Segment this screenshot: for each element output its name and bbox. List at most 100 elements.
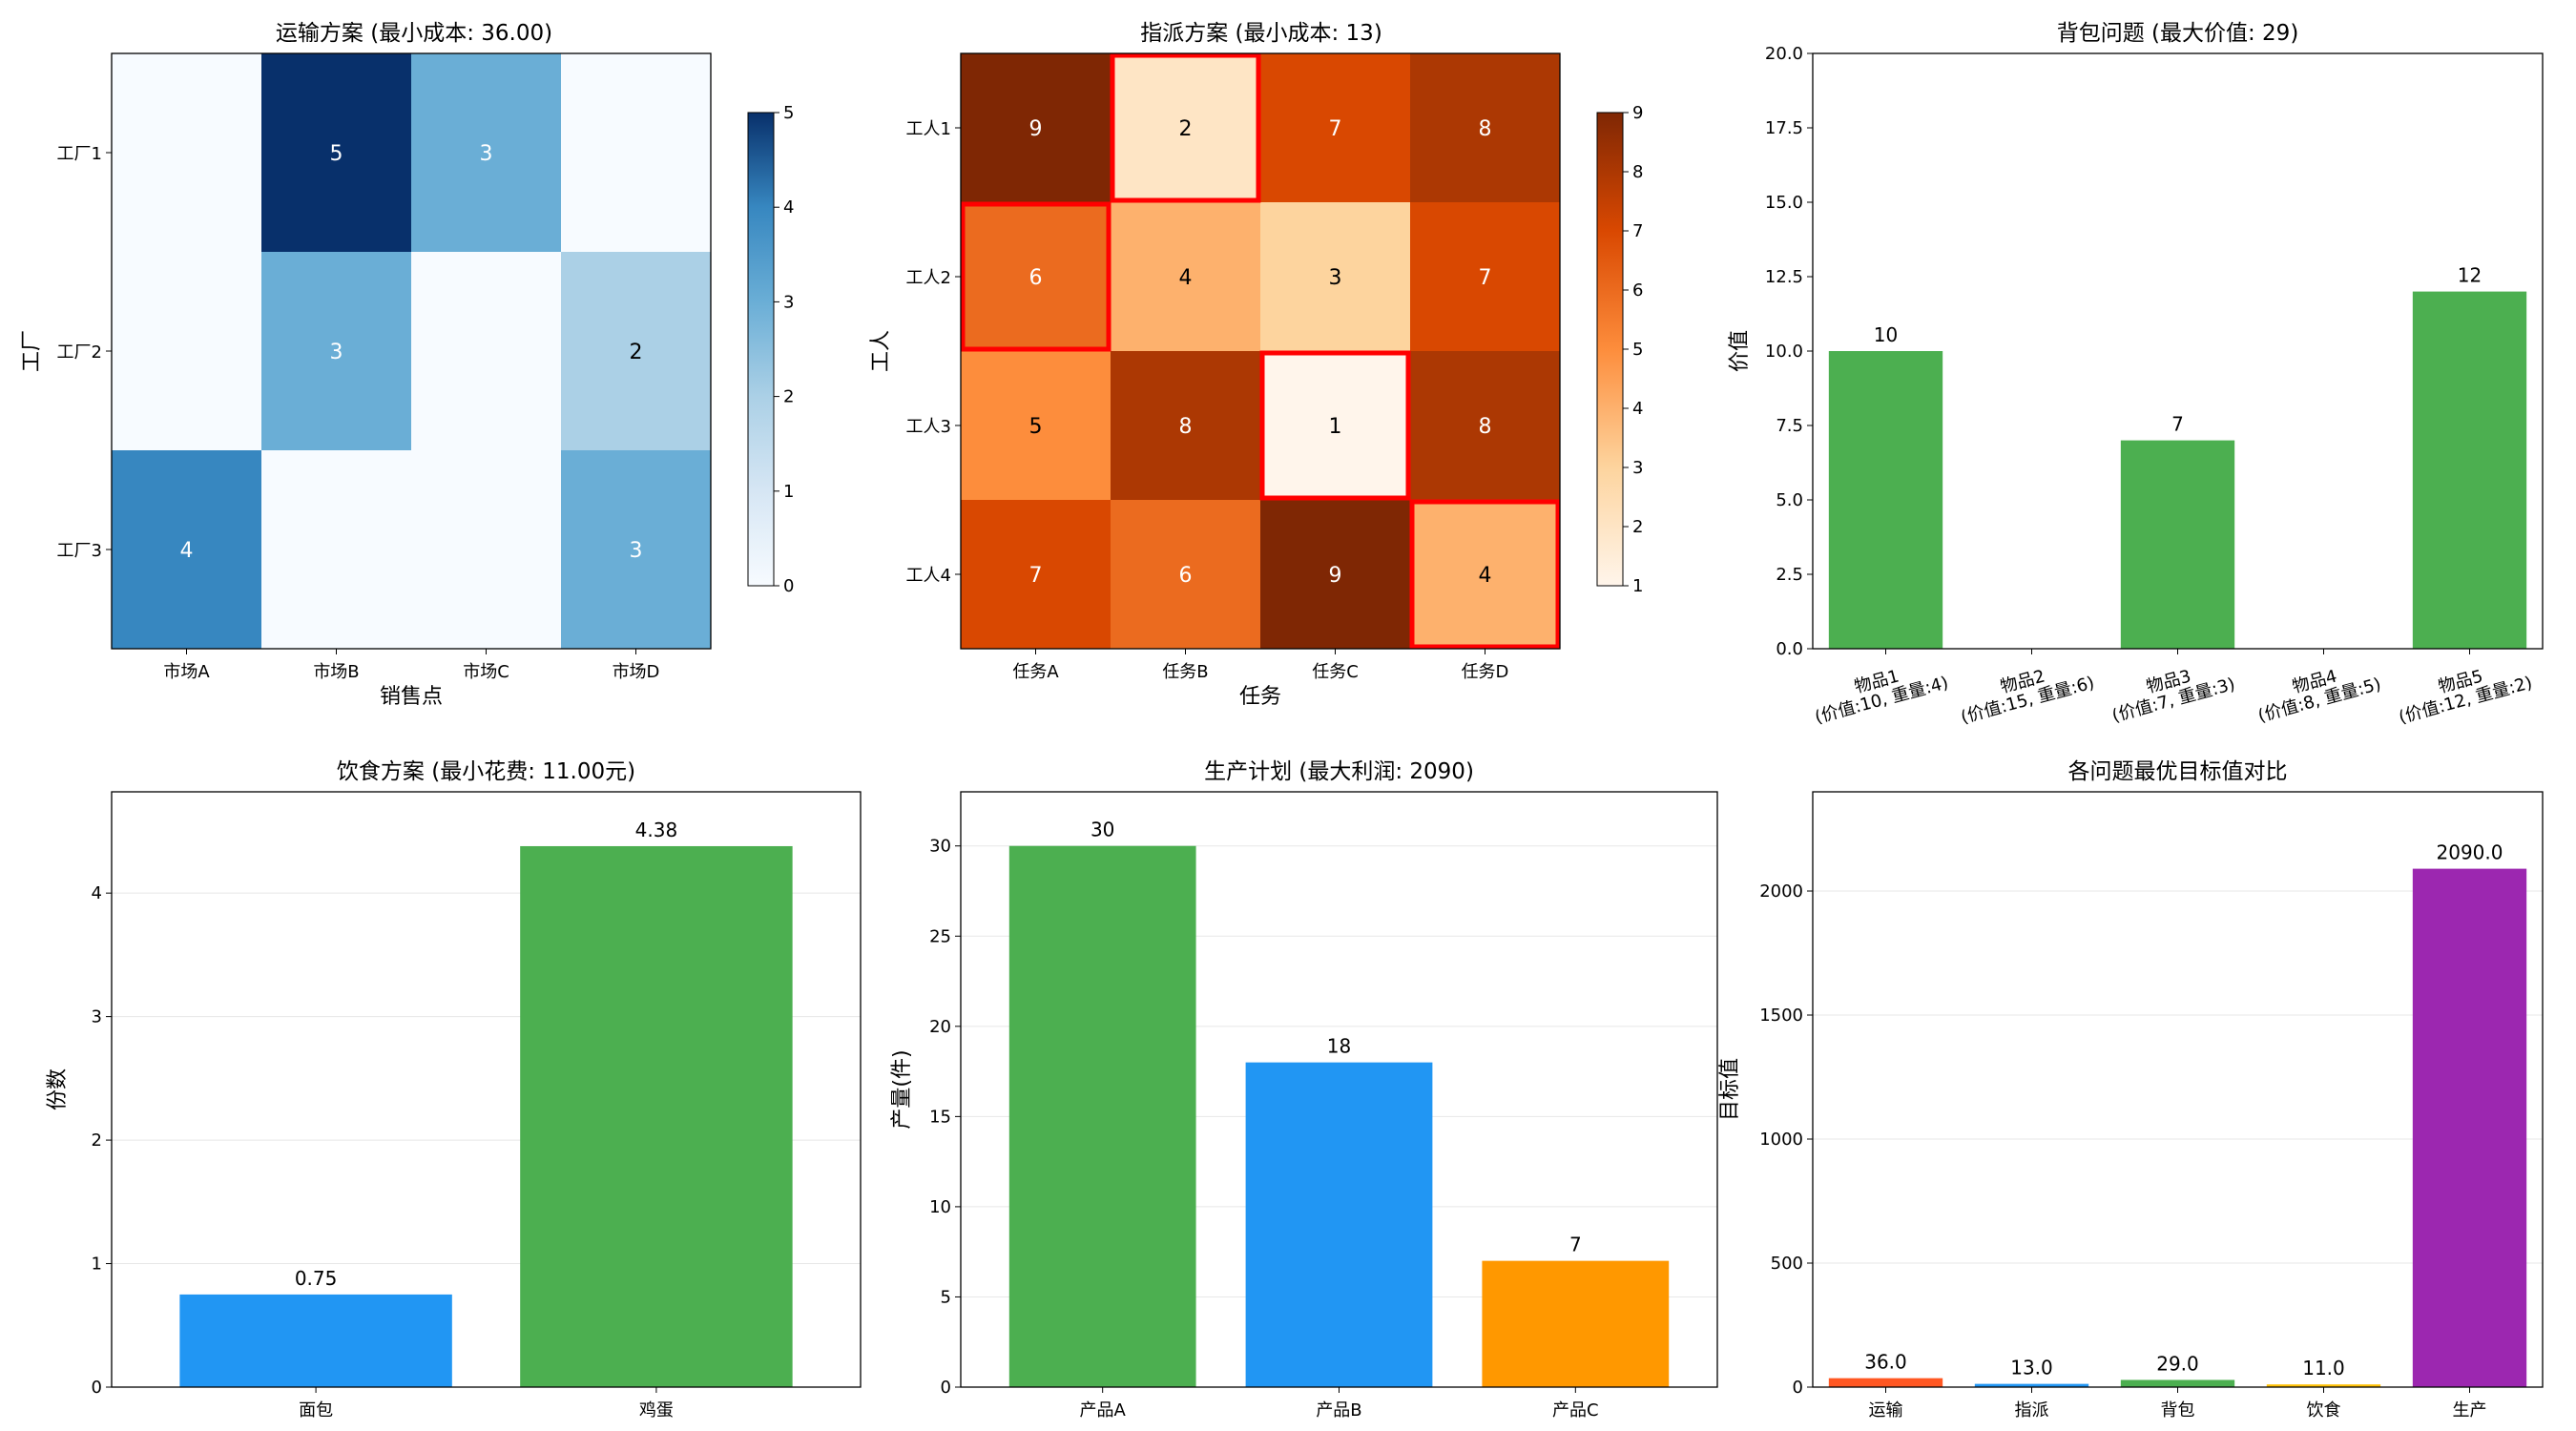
y-tick-label: 3 — [92, 1007, 102, 1027]
colorbar-tick-label: 8 — [1632, 162, 1643, 182]
cell-value-label: 5 — [330, 142, 343, 166]
cell-value-label: 4 — [180, 539, 194, 563]
cell-value-label: 2 — [630, 341, 643, 364]
bar — [1828, 1378, 1943, 1387]
heatmap-cell — [411, 450, 562, 650]
bar — [1828, 351, 1943, 649]
x-tick-label: 任务D — [1462, 662, 1509, 682]
assignment-colorbar — [1596, 112, 1624, 587]
colorbar-tick-label: 7 — [1632, 221, 1643, 241]
x-tick-label: 市场B — [313, 662, 359, 682]
y-axis-label: 目标值 — [1718, 1058, 1742, 1121]
bar — [2120, 1379, 2235, 1387]
bar-value-label: 4.38 — [635, 819, 678, 841]
heatmap-cell — [112, 450, 262, 650]
colorbar-tick-label: 9 — [1632, 103, 1643, 123]
assignment-ylabel: 工人 — [869, 330, 893, 372]
assignment-x-ticks: 任务A 任务B 任务C 任务D — [1012, 649, 1508, 682]
bar — [1008, 845, 1196, 1387]
x-tick-label: 背包 — [2161, 1400, 2195, 1421]
transport-xlabel: 销售点 — [380, 685, 443, 709]
transport-panel: 运输方案 (最小成本: 36.00) 5 3 3 2 4 3 市场A 市场B 市场C 市场D 工… — [20, 21, 794, 709]
x-tick-label: 面包 — [299, 1400, 333, 1421]
y-tick-label: 5 — [941, 1287, 951, 1307]
cell-value-label: 8 — [1479, 117, 1492, 141]
heatmap-cell — [561, 53, 712, 253]
heatmap-cell — [1111, 351, 1261, 501]
objective-comparison-panel: 各问题最优目标值对比 36.0 13.0 29.0 11.0 2090.0 0 500 1000… — [1718, 759, 2544, 1421]
heatmap-cell — [1111, 202, 1261, 352]
heatmap-cell — [961, 53, 1111, 203]
colorbar-tick-label: 3 — [1632, 458, 1643, 478]
heatmap-cell — [112, 252, 262, 451]
bar-value-label: 7 — [2171, 413, 2184, 436]
x-tick-label: 任务A — [1012, 662, 1059, 682]
cell-value-label: 5 — [1029, 415, 1043, 439]
bar-value-label: 2090.0 — [2437, 841, 2503, 864]
bar — [2120, 440, 2235, 649]
transport-cells: 5 3 3 2 4 3 — [112, 53, 712, 650]
colorbar-tick-label: 2 — [783, 387, 794, 407]
assignment-title: 指派方案 (最小成本: 13) — [1140, 21, 1382, 46]
transport-colorbar — [747, 112, 775, 587]
colorbar-tick-label: 1 — [1632, 576, 1643, 596]
x-tick-label: 产品A — [1080, 1400, 1127, 1421]
y-tick-label: 工人1 — [906, 119, 951, 139]
heatmap-cell — [1260, 351, 1411, 501]
heatmap-cell — [1410, 351, 1561, 501]
colorbar-tick-label: 5 — [783, 103, 794, 123]
bar — [2412, 868, 2527, 1387]
cell-value-label: 9 — [1329, 564, 1342, 588]
cell-value-label: 4 — [1479, 564, 1492, 588]
y-tick-label: 20.0 — [1765, 44, 1803, 64]
y-tick-label: 工人3 — [906, 417, 951, 437]
assignment-axes-frame — [960, 52, 1561, 650]
knapsack-panel: 背包问题 (最大价值: 29) 10 7 12 0.0 2.5 5.0 7.5 10.0 12.5… — [1728, 21, 2544, 728]
cell-value-label: 3 — [330, 341, 343, 364]
assignment-xlabel: 任务 — [1239, 685, 1281, 709]
y-tick-label: 工人4 — [906, 566, 951, 586]
cell-value-label: 3 — [630, 539, 643, 563]
y-tick-label: 5.0 — [1776, 490, 1803, 510]
cell-value-label: 1 — [1329, 415, 1342, 439]
cell-value-label: 7 — [1029, 564, 1043, 588]
heatmap-cell — [1111, 53, 1261, 203]
diet-panel: 饮食方案 (最小花费: 11.00元) 0.75 4.38 0 1 2 3 4 面包 鸡蛋 份数 — [46, 759, 862, 1421]
y-tick-label: 1500 — [1759, 1006, 1803, 1026]
cell-value-label: 9 — [1029, 117, 1043, 141]
x-tick-label: 生产 — [2453, 1400, 2487, 1421]
bar-value-label: 7 — [1569, 1234, 1582, 1256]
y-tick-label: 30 — [929, 837, 951, 857]
transport-y-ticks: 工厂1 工厂2 工厂3 — [57, 144, 112, 561]
cell-value-label: 6 — [1029, 266, 1043, 290]
y-axis-label: 价值 — [1728, 330, 1752, 372]
heatmap-cell — [1260, 500, 1411, 650]
heatmap-cell — [561, 252, 712, 451]
bar-value-label: 29.0 — [2156, 1352, 2199, 1375]
assignment-cells: 9 2 7 8 6 4 3 7 5 8 1 8 7 6 9 4 — [961, 53, 1561, 650]
chart-title: 各问题最优目标值对比 — [2068, 759, 2288, 784]
y-tick-label: 2000 — [1759, 881, 1803, 902]
chart-title: 饮食方案 (最小花费: 11.00元) — [337, 759, 635, 784]
y-tick-label: 15.0 — [1765, 193, 1803, 213]
y-tick-label: 1000 — [1759, 1130, 1803, 1150]
y-tick-label: 25 — [929, 926, 951, 946]
x-tick-label: 指派 — [2015, 1400, 2049, 1421]
y-tick-label: 500 — [1771, 1254, 1803, 1274]
transport-x-ticks: 市场A 市场B 市场C 市场D — [163, 649, 659, 682]
y-tick-label: 工厂3 — [57, 541, 102, 561]
y-tick-label: 4 — [92, 883, 102, 903]
assignment-highlights — [960, 52, 1561, 650]
cell-value-label: 8 — [1179, 415, 1193, 439]
colorbar-tick-label: 6 — [1632, 280, 1643, 301]
bar-value-label: 12 — [2458, 264, 2482, 287]
assigned-cell-outline — [1259, 350, 1411, 501]
heatmap-cell — [1410, 500, 1561, 650]
bar-value-label: 36.0 — [1864, 1351, 1907, 1374]
y-tick-label: 10.0 — [1765, 342, 1803, 362]
axes-frame — [111, 791, 862, 1388]
x-tick-label: 市场A — [163, 662, 210, 682]
cell-value-label: 3 — [480, 142, 493, 166]
colorbar-tick-label: 5 — [1632, 340, 1643, 360]
y-axis-label: 份数 — [46, 1068, 70, 1110]
